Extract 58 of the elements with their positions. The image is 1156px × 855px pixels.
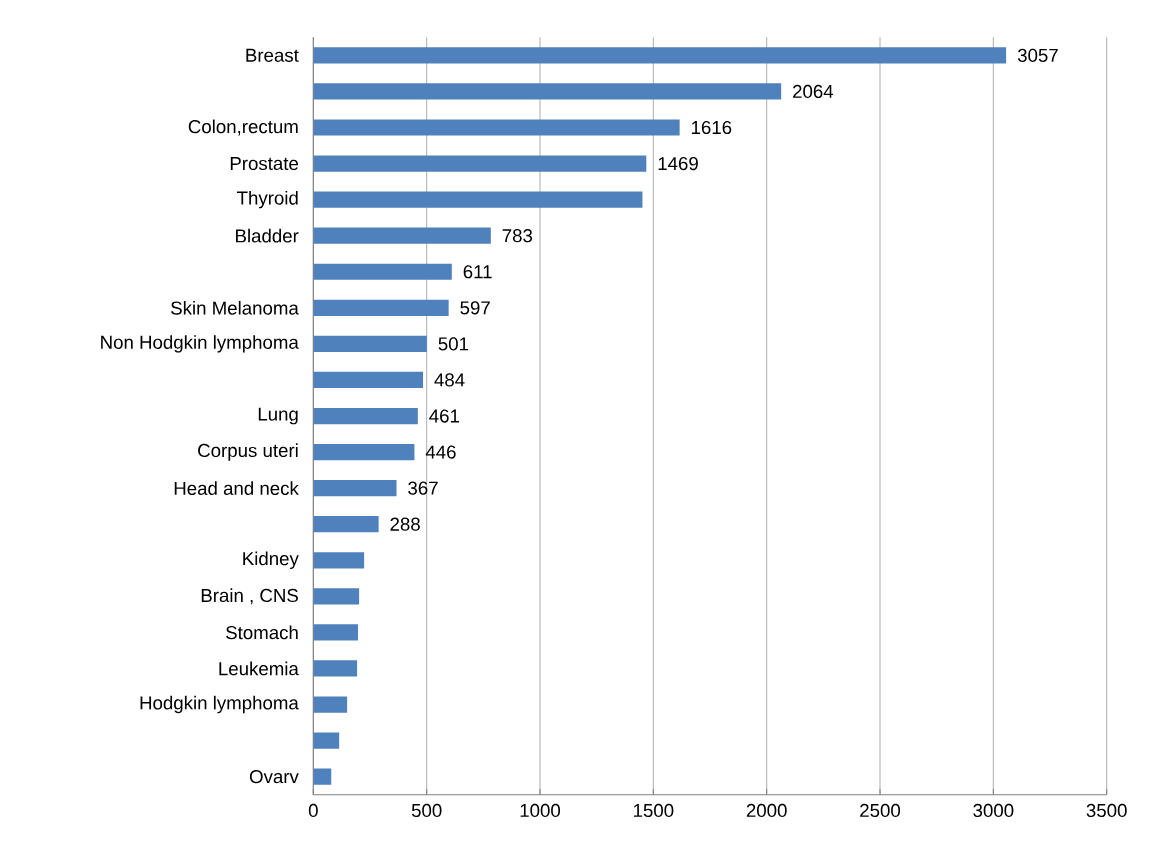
x-tick-label: 3000 <box>973 803 1014 818</box>
bar <box>313 47 1007 64</box>
bar <box>313 516 379 533</box>
data-label: 3057 <box>1017 48 1058 63</box>
y-tick-label: Corpus uteri <box>198 443 298 461</box>
x-tick-label: 3500 <box>1086 803 1127 818</box>
x-tick-label: 1500 <box>634 803 674 818</box>
y-tick-label: Non Hodgkin lymphoma <box>101 335 299 353</box>
x-tick-label: 2000 <box>746 803 787 818</box>
y-tick-label: Lung <box>258 407 298 425</box>
bar <box>313 480 397 497</box>
y-tick-label: Breast <box>246 49 299 63</box>
bar <box>313 552 365 569</box>
data-label: 783 <box>502 229 533 243</box>
y-tick-label: Thyroid <box>237 191 298 209</box>
y-tick-label: Colon,rectum <box>188 119 298 136</box>
data-label: 2064 <box>793 84 834 99</box>
x-tick-label: 1000 <box>520 803 561 818</box>
bar <box>313 191 643 208</box>
data-label: 367 <box>408 481 438 495</box>
bar <box>313 696 348 713</box>
bar <box>313 768 332 785</box>
data-label: 446 <box>425 445 456 459</box>
data-label: 1616 <box>691 121 732 135</box>
bar <box>313 588 360 605</box>
bar <box>313 624 358 641</box>
bar <box>313 335 427 353</box>
y-tick-label: Stomach <box>226 625 298 640</box>
bar <box>313 227 491 244</box>
bar <box>313 155 647 172</box>
bar <box>313 299 449 317</box>
data-label: 288 <box>390 517 420 531</box>
y-tick-label: Ovarv <box>249 770 299 784</box>
bar <box>313 263 452 281</box>
y-tick-label: Kidney <box>243 551 299 570</box>
bar <box>313 83 782 100</box>
y-tick-label: Brain , CNS <box>201 588 298 605</box>
y-tick-label: Skin Melanoma <box>171 301 299 315</box>
y-tick-label: Prostate <box>230 157 299 171</box>
bar <box>313 119 680 136</box>
bar <box>313 371 424 389</box>
bar <box>313 660 358 677</box>
data-label: 597 <box>460 301 490 315</box>
bar <box>313 408 418 425</box>
bar <box>313 444 415 461</box>
x-tick-label: 2500 <box>860 803 901 818</box>
y-tick-label: Head and neck <box>174 481 299 496</box>
bar <box>313 732 340 749</box>
y-tick-label: Bladder <box>236 228 299 243</box>
x-tick-label: 500 <box>411 803 442 818</box>
data-label: 461 <box>429 409 459 423</box>
y-tick-label: Hodgkin lymphoma <box>140 695 299 714</box>
data-label: 611 <box>463 265 492 279</box>
data-label: 501 <box>438 337 469 351</box>
data-label: 1469 <box>658 157 698 171</box>
y-tick-label: Leukemia <box>219 661 299 676</box>
x-tick-label: 0 <box>308 803 318 818</box>
data-label: 484 <box>434 373 465 387</box>
